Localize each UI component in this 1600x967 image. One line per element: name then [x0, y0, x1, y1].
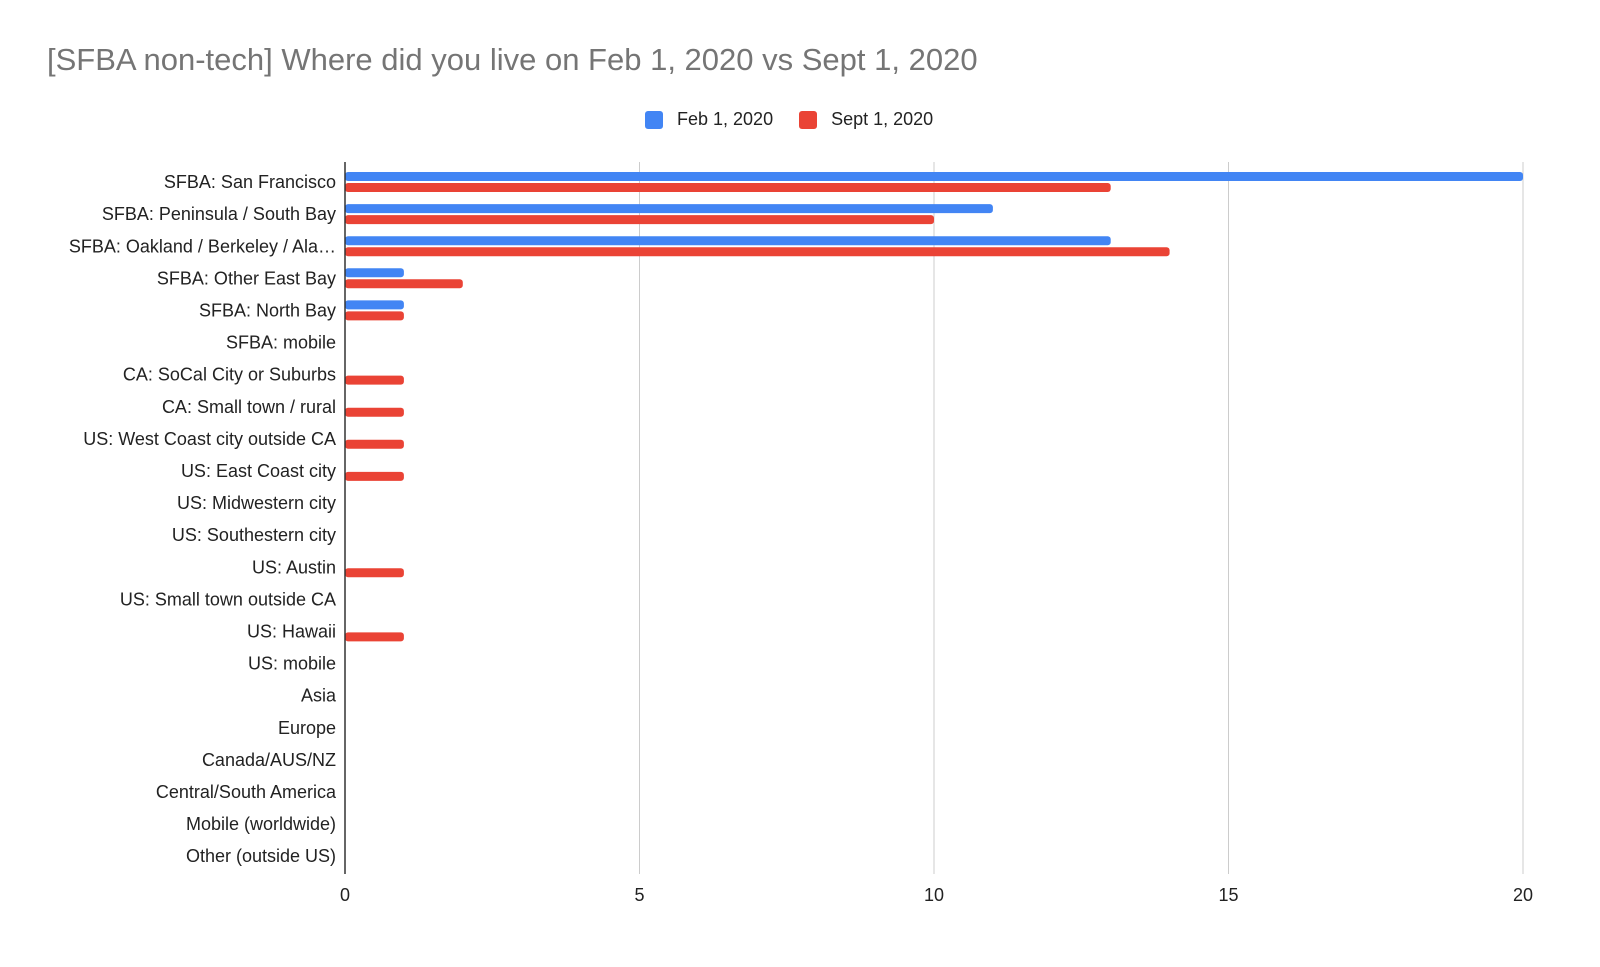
category-label: Europe [278, 718, 336, 738]
category-label: SFBA: mobile [226, 333, 336, 353]
bar-feb-0 [345, 172, 1523, 181]
category-label: US: Austin [252, 557, 336, 577]
bar-sept-12 [345, 568, 404, 578]
category-label: SFBA: San Francisco [164, 172, 336, 192]
category-label: SFBA: Oakland / Berkeley / Ala… [69, 236, 336, 256]
bar-sept-2 [345, 247, 1170, 257]
category-label: US: Southestern city [172, 525, 336, 545]
bar-feb-2 [345, 236, 1111, 246]
category-labels: SFBA: San Francisco SFBA: Peninsula / Sou… [69, 172, 337, 866]
chart-title: [SFBA non-tech] Where did you live on Fe… [47, 42, 978, 77]
category-label: Asia [301, 686, 337, 706]
bar-sept-3 [345, 279, 463, 289]
legend-swatch-sept [799, 110, 818, 129]
bar-sept-4 [345, 311, 404, 321]
x-tick-labels: 0 5 10 15 20 [340, 885, 1533, 905]
category-label: SFBA: North Bay [199, 300, 336, 320]
bar-feb-4 [345, 300, 404, 310]
x-tick-label-5: 5 [634, 885, 644, 905]
bar-sept-6 [345, 375, 404, 385]
chart-legend: Feb 1, 2020 Sept 1, 2020 [645, 109, 959, 130]
category-label: CA: SoCal City or Suburbs [123, 365, 336, 385]
category-label: Mobile (worldwide) [186, 814, 336, 834]
bar-sept-8 [345, 439, 404, 449]
category-label: US: East Coast city [181, 461, 336, 481]
bars [345, 172, 1523, 642]
category-label: US: Hawaii [247, 621, 336, 641]
bar-sept-7 [345, 407, 404, 417]
category-label: US: mobile [248, 654, 336, 674]
category-label: Central/South America [156, 782, 337, 802]
category-label: SFBA: Peninsula / South Bay [102, 204, 336, 224]
category-label: Canada/AUS/NZ [202, 750, 336, 770]
category-label: US: Small town outside CA [120, 589, 336, 609]
category-label: SFBA: Other East Bay [157, 268, 336, 288]
category-label: US: West Coast city outside CA [83, 429, 336, 449]
legend-item-sept[interactable]: Sept 1, 2020 [799, 109, 933, 130]
bar-feb-3 [345, 268, 404, 278]
legend-label-feb: Feb 1, 2020 [677, 109, 774, 129]
category-label: CA: Small town / rural [162, 397, 336, 417]
bar-sept-0 [345, 183, 1111, 192]
legend-swatch-feb [645, 110, 663, 129]
category-label: US: Midwestern city [177, 493, 336, 513]
bar-sept-14 [345, 632, 404, 642]
x-tick-label-10: 10 [924, 885, 944, 905]
bar-sept-1 [345, 215, 934, 225]
legend-label-sept: Sept 1, 2020 [831, 109, 934, 129]
x-tick-label-0: 0 [340, 885, 350, 905]
category-label: Other (outside US) [186, 846, 336, 866]
bar-feb-1 [345, 204, 993, 214]
gridlines [639, 162, 1524, 874]
x-tick-label-15: 15 [1218, 885, 1238, 905]
legend-item-feb[interactable]: Feb 1, 2020 [645, 109, 773, 130]
bar-sept-9 [345, 471, 404, 481]
x-tick-label-20: 20 [1513, 885, 1533, 905]
